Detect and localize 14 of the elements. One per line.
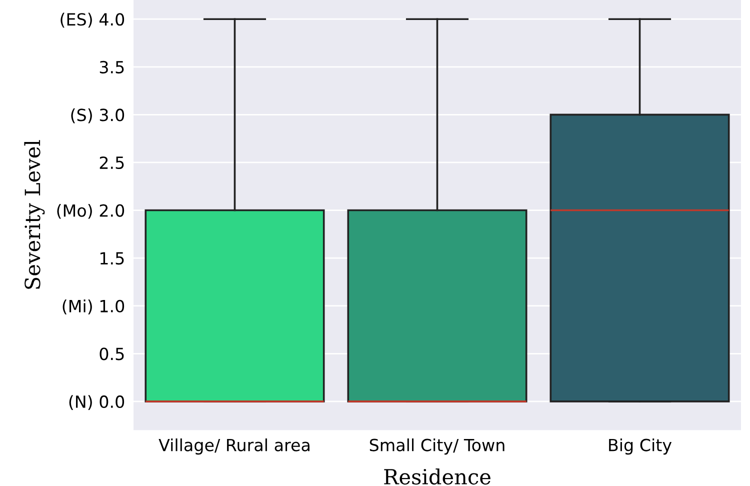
y-tick-label: 1.5 xyxy=(100,252,124,265)
y-tick-label: (Mo) 2.0 xyxy=(57,204,124,219)
y-tick-label: 3.5 xyxy=(100,60,124,74)
x-axis-title: Residence xyxy=(384,468,490,485)
y-axis-title: Severity Level xyxy=(24,140,45,289)
x-tick-label: Big City xyxy=(609,438,672,455)
y-tick-label: (N) 0.0 xyxy=(69,395,124,410)
x-tick-label: Village/ Rural area xyxy=(158,438,310,455)
y-tick-label: (Mi) 1.0 xyxy=(62,300,124,314)
x-tick-label: Small City/ Town xyxy=(370,438,504,455)
y-tick-label: (S) 3.0 xyxy=(71,108,124,124)
y-tick-label: (ES) 4.0 xyxy=(60,12,124,28)
y-tick-label: 0.5 xyxy=(100,348,124,360)
y-tick-label: 2.5 xyxy=(100,156,124,170)
